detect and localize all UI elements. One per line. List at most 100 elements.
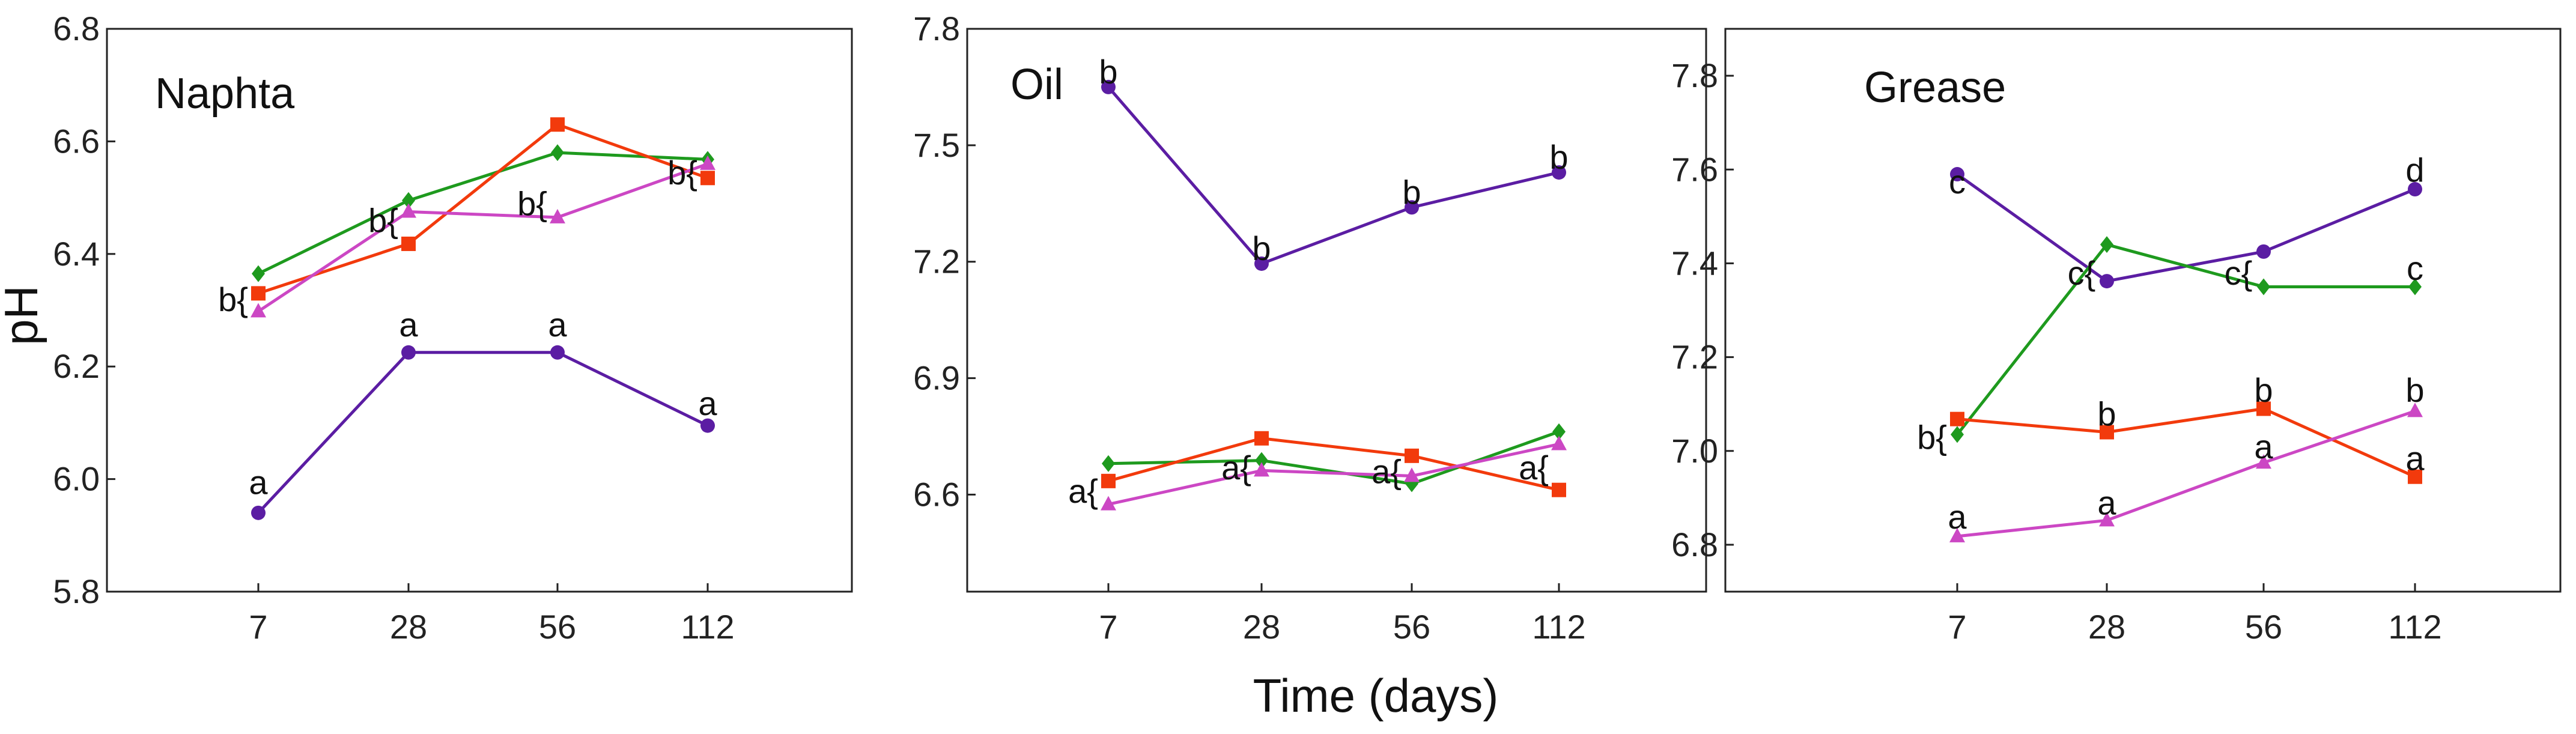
data-point-orange: [401, 236, 416, 251]
significance-label: a: [548, 306, 567, 344]
data-point-pink: [251, 303, 266, 318]
x-tick-label: 56: [1393, 608, 1430, 646]
data-point-orange: [251, 286, 266, 301]
significance-label: a: [249, 463, 268, 501]
y-tick-label: 6.6: [53, 122, 100, 160]
data-point-orange: [1552, 482, 1566, 497]
significance-label: c: [2407, 249, 2423, 287]
plot-frame: [106, 28, 853, 593]
plot-frame: [966, 28, 1707, 593]
significance-label: b{: [218, 281, 248, 318]
significance-label: b: [1099, 53, 1117, 91]
data-point-pink: [1949, 527, 1965, 542]
significance-label: a: [2097, 484, 2116, 522]
significance-label: a: [1948, 498, 1967, 536]
y-axis-title: pH: [0, 285, 47, 345]
data-point-purple: [1254, 256, 1269, 271]
series-line-pink: [1957, 410, 2416, 538]
data-point-orange: [550, 117, 565, 132]
data-point-pink: [1254, 462, 1269, 477]
significance-label: c: [1949, 163, 1966, 201]
data-point-orange: [2256, 401, 2271, 416]
data-point-green: [1255, 452, 1268, 469]
y-tick-label: 7.6: [1671, 150, 1718, 188]
data-point-purple: [1405, 200, 1419, 215]
y-tick-label: 6.8: [53, 10, 100, 47]
y-tick-label: 6.2: [53, 347, 100, 385]
data-point-purple: [2256, 244, 2271, 259]
data-point-pink: [1101, 496, 1116, 511]
data-point-pink: [1551, 435, 1567, 450]
data-point-green: [2408, 278, 2422, 296]
y-tick-label: 7.2: [1671, 338, 1718, 376]
y-tick-label: 7.2: [913, 243, 960, 281]
data-point-orange: [1101, 473, 1116, 488]
data-point-orange: [1950, 411, 1964, 426]
data-point-purple: [700, 418, 715, 433]
data-point-purple: [401, 345, 416, 360]
y-tick-label: 5.8: [53, 572, 100, 610]
data-point-green: [2257, 278, 2270, 296]
y-tick-label: 7.8: [1671, 56, 1718, 94]
significance-label: c{: [2068, 254, 2096, 292]
data-point-purple: [2100, 274, 2114, 289]
significance-label: a: [399, 306, 418, 344]
data-point-orange: [2408, 469, 2422, 484]
data-point-orange: [2100, 425, 2114, 440]
x-tick-label: 56: [2245, 608, 2282, 646]
data-point-purple: [2408, 182, 2422, 197]
y-tick-label: 6.0: [53, 460, 100, 498]
significance-label: a: [698, 384, 717, 422]
data-point-green: [1552, 423, 1566, 440]
series-line-orange: [1108, 437, 1560, 492]
significance-label: c{: [2225, 254, 2253, 292]
x-tick-label: 112: [2388, 608, 2441, 646]
x-tick-label: 28: [390, 608, 427, 646]
significance-label: b: [2405, 371, 2424, 409]
y-tick-label: 6.6: [913, 475, 960, 513]
data-point-green: [402, 192, 415, 209]
panel-title: Naphta: [155, 70, 295, 118]
significance-label: b: [2254, 371, 2273, 409]
panel-grease: 6.8 7.0 7.2 7.4 7.6 7.8 7 28 56 112 Grease c c{c{c d b…: [1671, 28, 2562, 646]
series-line-purple: [1107, 86, 1560, 265]
y-tick-label: 6.4: [53, 235, 100, 273]
x-tick-label: 56: [539, 608, 576, 646]
significance-label: b: [1549, 138, 1568, 176]
y-tick-label: 7.5: [913, 126, 960, 164]
data-point-purple: [550, 345, 565, 360]
significance-label: a: [2254, 428, 2273, 466]
x-tick-label: 112: [681, 608, 734, 646]
panel-title: Grease: [1864, 64, 2006, 112]
series-line-pink: [257, 162, 708, 313]
significance-label: a{: [1519, 449, 1549, 487]
data-point-pink: [2099, 512, 2115, 527]
data-point-purple: [251, 505, 266, 520]
data-point-purple: [1950, 167, 1964, 182]
data-point-orange: [1254, 431, 1269, 446]
data-point-pink: [1404, 467, 1420, 482]
significance-label: a: [2405, 439, 2425, 477]
significance-label: a{: [1068, 472, 1098, 510]
panel-title: Oil: [1010, 61, 1063, 109]
data-point-green: [1102, 455, 1115, 472]
x-tick-label: 112: [1532, 608, 1585, 646]
data-point-purple: [1552, 165, 1566, 180]
y-tick-label: 7.8: [913, 10, 960, 47]
significance-label: d: [2405, 151, 2424, 189]
series-line-pink: [1108, 442, 1560, 506]
series-line-green: [1956, 243, 2415, 435]
data-point-pink: [2256, 454, 2271, 469]
significance-label: a{: [1372, 453, 1402, 491]
y-tick-label: 6.9: [913, 359, 960, 397]
y-tick-label: 6.8: [1671, 526, 1718, 563]
data-point-green: [252, 265, 265, 282]
data-point-green: [551, 144, 564, 162]
series-line-green: [257, 151, 708, 275]
x-tick-label: 7: [1948, 608, 1966, 646]
series-line-orange: [258, 123, 708, 295]
significance-label: b: [1252, 229, 1271, 267]
data-point-orange: [700, 171, 715, 186]
